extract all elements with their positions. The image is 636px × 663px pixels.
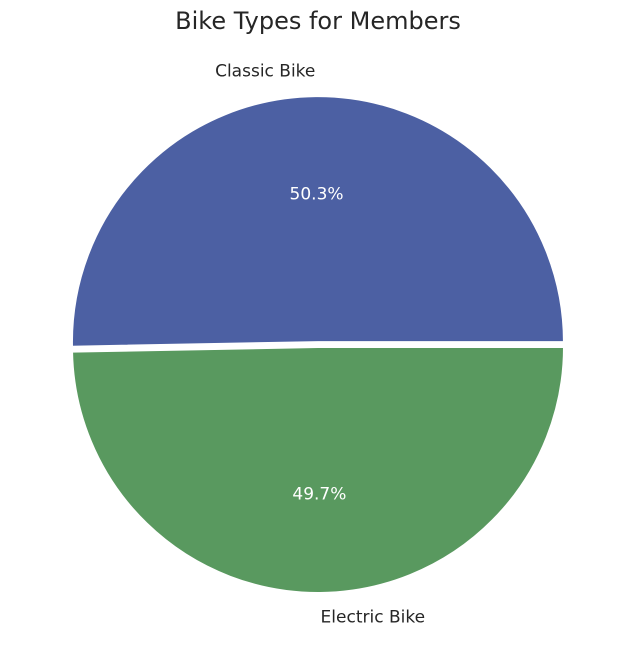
chart-title: Bike Types for Members bbox=[175, 7, 461, 35]
pie-slice-classic-bike bbox=[70, 95, 565, 348]
slice-label: Electric Bike bbox=[321, 608, 425, 628]
slice-label: Classic Bike bbox=[215, 61, 315, 81]
percent-label: 50.3% bbox=[290, 184, 344, 204]
pie-slices bbox=[70, 95, 566, 594]
pie-slice-electric-bike bbox=[71, 346, 566, 594]
pie-labels: Classic Bike 50.3% Electric Bike 49.7% bbox=[215, 61, 425, 627]
percent-label: 49.7% bbox=[292, 485, 346, 505]
